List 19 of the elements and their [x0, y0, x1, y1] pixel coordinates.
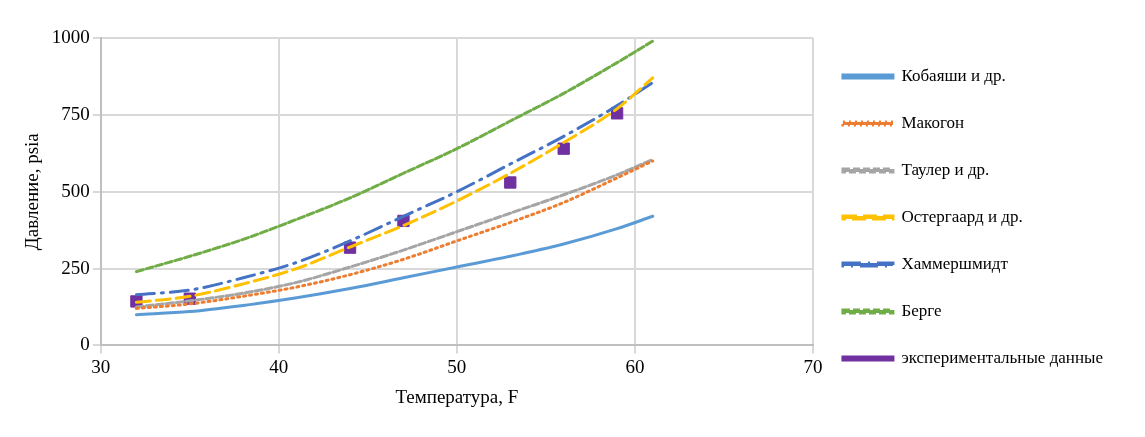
- x-tick-label: 50: [447, 355, 467, 377]
- x-tick-label: 60: [625, 355, 645, 377]
- legend-label: Таулер и др.: [901, 159, 990, 179]
- legend-label: Макогон: [901, 112, 965, 132]
- y-axis-title: Давление, psia: [21, 132, 43, 251]
- y-tick-label: 250: [61, 256, 90, 278]
- x-tick-label: 30: [91, 355, 111, 377]
- x-axis-title: Температура, F: [395, 385, 519, 407]
- y-tick-label: 0: [80, 333, 90, 355]
- y-tick-label: 750: [61, 102, 90, 124]
- y-tick-label: 500: [61, 179, 90, 201]
- legend-label: экспериментальные данные: [901, 347, 1103, 367]
- legend-label: Хаммершмидт: [901, 253, 1009, 273]
- legend-label: Остергаард и др.: [901, 206, 1023, 226]
- legend-label: Кобаяши и др.: [901, 65, 1006, 85]
- y-tick-label: 1000: [51, 25, 90, 47]
- x-tick-label: 40: [269, 355, 289, 377]
- x-tick-label: 70: [803, 355, 823, 377]
- legend-label: Берге: [901, 300, 942, 320]
